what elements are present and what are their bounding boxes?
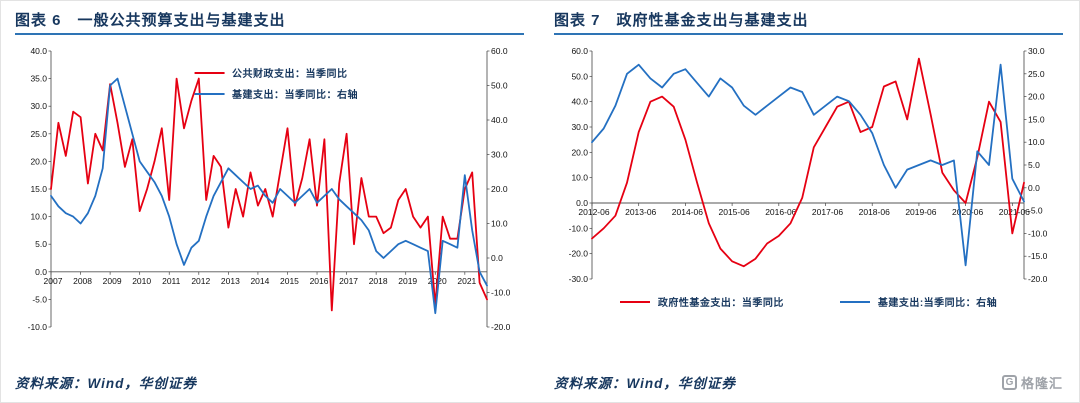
svg-text:15.0: 15.0 bbox=[30, 184, 47, 194]
gelonghui-logo-icon: G bbox=[1001, 374, 1017, 390]
chart6-legend: 公共财政支出：当季同比 基建支出：当季同比：右轴 bbox=[194, 65, 358, 101]
svg-text:10.0: 10.0 bbox=[491, 219, 508, 229]
svg-text:2015-06: 2015-06 bbox=[719, 207, 750, 217]
svg-text:40.0: 40.0 bbox=[30, 46, 47, 56]
chart7-legend: 政府性基金支出：当季同比 基建支出:当季同比：右轴 bbox=[554, 294, 1063, 309]
blue-line-swatch bbox=[194, 92, 225, 95]
chart7-figure-number: 图表 7 bbox=[554, 12, 601, 29]
svg-text:-5.0: -5.0 bbox=[32, 294, 47, 304]
legend-label-fiscal: 公共财政支出：当季同比 bbox=[232, 69, 348, 80]
chart6-header: 图表 6 一般公共预算支出与基建支出 bbox=[15, 9, 524, 35]
svg-text:2012-06: 2012-06 bbox=[578, 207, 609, 217]
svg-text:-30.0: -30.0 bbox=[569, 274, 589, 284]
red-line-swatch bbox=[194, 71, 225, 74]
svg-text:2017-06: 2017-06 bbox=[812, 207, 843, 217]
chart6-area: 40.0 35.0 30.0 25.0 20.0 15.0 10.0 5.0 0.0 -5.0 -1… bbox=[15, 39, 524, 342]
panel-chart6: 图表 6 一般公共预算支出与基建支出 40.0 35.0 30.0 25.0 20.0 1… bbox=[1, 1, 540, 402]
blue-line-swatch bbox=[839, 300, 870, 303]
chart7-source: 资料来源：Wind，华创证券 bbox=[554, 376, 736, 391]
svg-text:2021: 2021 bbox=[457, 276, 476, 286]
svg-text:-10.0: -10.0 bbox=[491, 288, 511, 298]
svg-text:20.0: 20.0 bbox=[491, 184, 508, 194]
svg-text:2014: 2014 bbox=[250, 276, 269, 286]
svg-text:10.0: 10.0 bbox=[571, 173, 588, 183]
chart7-area: 60.0 50.0 40.0 30.0 20.0 10.0 0.0 -10.0 -20.0 -30… bbox=[554, 39, 1063, 290]
svg-text:2013-06: 2013-06 bbox=[625, 207, 656, 217]
svg-text:25.0: 25.0 bbox=[30, 129, 47, 139]
svg-text:2018: 2018 bbox=[369, 276, 388, 286]
chart7-plot: 60.0 50.0 40.0 30.0 20.0 10.0 0.0 -10.0 -20.0 -30… bbox=[569, 46, 1048, 284]
svg-text:0.0: 0.0 bbox=[1028, 183, 1040, 193]
svg-text:50.0: 50.0 bbox=[491, 81, 508, 91]
red-line-swatch bbox=[619, 300, 650, 303]
svg-text:2019-06: 2019-06 bbox=[905, 207, 936, 217]
svg-text:60.0: 60.0 bbox=[571, 46, 588, 56]
svg-text:0.0: 0.0 bbox=[491, 253, 503, 263]
chart6-figure-number: 图表 6 bbox=[15, 12, 62, 29]
svg-text:-5.0: -5.0 bbox=[1028, 206, 1043, 216]
gelonghui-logo: G 格隆汇 bbox=[1001, 373, 1063, 392]
chart7-header: 图表 7 政府性基金支出与基建支出 bbox=[554, 9, 1063, 35]
svg-text:-10.0: -10.0 bbox=[1028, 228, 1048, 238]
svg-text:-20.0: -20.0 bbox=[1028, 274, 1048, 284]
svg-text:5.0: 5.0 bbox=[1028, 160, 1040, 170]
svg-text:10.0: 10.0 bbox=[30, 212, 47, 222]
svg-text:60.0: 60.0 bbox=[491, 46, 508, 56]
legend-item-govfund: 政府性基金支出：当季同比 bbox=[619, 294, 784, 309]
svg-text:25.0: 25.0 bbox=[1028, 69, 1045, 79]
chart6-source: 资料来源：Wind，华创证券 bbox=[15, 376, 197, 391]
svg-text:5.0: 5.0 bbox=[35, 239, 47, 249]
svg-text:0.0: 0.0 bbox=[35, 267, 47, 277]
svg-text:2015: 2015 bbox=[280, 276, 299, 286]
svg-text:2011: 2011 bbox=[162, 276, 181, 286]
svg-text:30.0: 30.0 bbox=[491, 150, 508, 160]
svg-text:-10.0: -10.0 bbox=[569, 223, 589, 233]
svg-text:40.0: 40.0 bbox=[571, 97, 588, 107]
chart7-footer: 资料来源：Wind，华创证券 G 格隆汇 bbox=[554, 372, 1063, 392]
svg-text:-15.0: -15.0 bbox=[1028, 251, 1048, 261]
svg-text:-20.0: -20.0 bbox=[569, 249, 589, 259]
legend-label-infra2: 基建支出:当季同比：右轴 bbox=[877, 298, 998, 309]
svg-text:35.0: 35.0 bbox=[30, 74, 47, 84]
svg-text:-10.0: -10.0 bbox=[28, 322, 48, 332]
svg-text:2019: 2019 bbox=[398, 276, 417, 286]
chart7-title: 政府性基金支出与基建支出 bbox=[616, 12, 809, 29]
svg-text:2016-06: 2016-06 bbox=[765, 207, 796, 217]
svg-text:30.0: 30.0 bbox=[1028, 46, 1045, 56]
svg-text:50.0: 50.0 bbox=[571, 71, 588, 81]
svg-text:2009: 2009 bbox=[103, 276, 122, 286]
svg-text:20.0: 20.0 bbox=[1028, 92, 1045, 102]
svg-text:2018-06: 2018-06 bbox=[859, 207, 890, 217]
svg-text:30.0: 30.0 bbox=[571, 122, 588, 132]
chart6-plot: 40.0 35.0 30.0 25.0 20.0 15.0 10.0 5.0 0.0 -5.0 -1… bbox=[28, 46, 511, 332]
legend-item-fiscal: 公共财政支出：当季同比 bbox=[194, 65, 358, 80]
svg-text:2014-06: 2014-06 bbox=[672, 207, 703, 217]
legend-label-infra: 基建支出：当季同比：右轴 bbox=[232, 90, 359, 101]
svg-text:10.0: 10.0 bbox=[1028, 137, 1045, 147]
svg-text:15.0: 15.0 bbox=[1028, 114, 1045, 124]
svg-text:20.0: 20.0 bbox=[571, 147, 588, 157]
svg-text:2008: 2008 bbox=[73, 276, 92, 286]
gelonghui-logo-text: 格隆汇 bbox=[1020, 375, 1063, 391]
svg-text:2020-06: 2020-06 bbox=[952, 207, 983, 217]
svg-text:20.0: 20.0 bbox=[30, 156, 47, 166]
panel-chart7: 图表 7 政府性基金支出与基建支出 60.0 50.0 40.0 30.0 20.0 10… bbox=[540, 1, 1079, 402]
legend-label-govfund: 政府性基金支出：当季同比 bbox=[657, 298, 784, 309]
svg-text:2013: 2013 bbox=[221, 276, 240, 286]
svg-text:2012: 2012 bbox=[191, 276, 210, 286]
svg-text:0.0: 0.0 bbox=[576, 198, 588, 208]
svg-text:40.0: 40.0 bbox=[491, 115, 508, 125]
svg-text:2007: 2007 bbox=[44, 276, 63, 286]
svg-text:2017: 2017 bbox=[339, 276, 358, 286]
legend-item-infra: 基建支出：当季同比：右轴 bbox=[194, 86, 358, 101]
svg-text:-20.0: -20.0 bbox=[491, 322, 511, 332]
legend-item-infra2: 基建支出:当季同比：右轴 bbox=[839, 294, 998, 309]
chart6-title: 一般公共预算支出与基建支出 bbox=[77, 12, 286, 29]
svg-text:2016: 2016 bbox=[310, 276, 329, 286]
chart6-footer: 资料来源：Wind，华创证券 bbox=[15, 372, 524, 392]
svg-text:30.0: 30.0 bbox=[30, 101, 47, 111]
svg-text:2021-06: 2021-06 bbox=[999, 207, 1030, 217]
svg-text:2010: 2010 bbox=[132, 276, 151, 286]
